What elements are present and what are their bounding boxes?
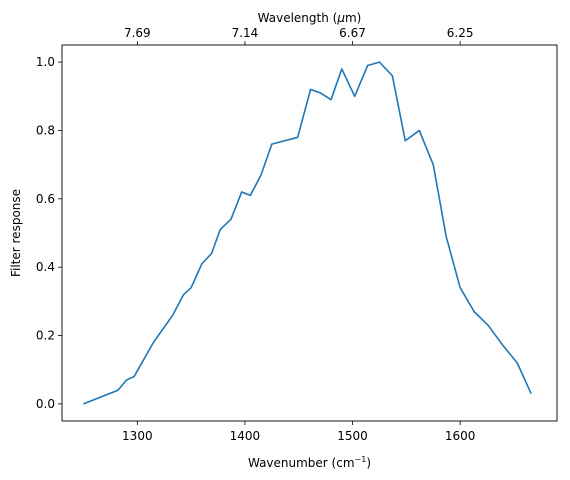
- y-axis-ticks: 0.0 0.2 0.4 0.6 0.8 1.0: [36, 55, 62, 411]
- top-tick-label: 6.25: [447, 26, 474, 40]
- y-axis-label: Filter response: [9, 189, 23, 277]
- plot-area: [62, 45, 557, 421]
- y-tick-label: 0.4: [36, 260, 55, 274]
- top-axis-ticks: 7.69 7.14 6.67 6.25: [124, 26, 474, 45]
- plot-frame: [61, 44, 558, 422]
- x-tick-label: 1300: [122, 429, 153, 443]
- top-tick-label: 7.69: [124, 26, 151, 40]
- y-tick-label: 0.0: [36, 397, 55, 411]
- x-axis-ticks: 1300 1400 1500 1600: [122, 421, 475, 443]
- y-tick-label: 0.2: [36, 329, 55, 343]
- y-tick-label: 0.8: [36, 123, 55, 137]
- x-tick-label: 1600: [445, 429, 476, 443]
- series-line: [83, 61, 532, 405]
- top-tick-label: 6.67: [339, 26, 366, 40]
- x-axis-label: Wavenumber (cm−1): [248, 455, 371, 470]
- y-tick-label: 1.0: [36, 55, 55, 69]
- y-tick-label: 0.6: [36, 192, 55, 206]
- x-tick-label: 1400: [230, 429, 261, 443]
- top-axis-label: Wavelength (μm): [258, 11, 362, 25]
- top-tick-label: 7.14: [232, 26, 259, 40]
- x-tick-label: 1500: [337, 429, 368, 443]
